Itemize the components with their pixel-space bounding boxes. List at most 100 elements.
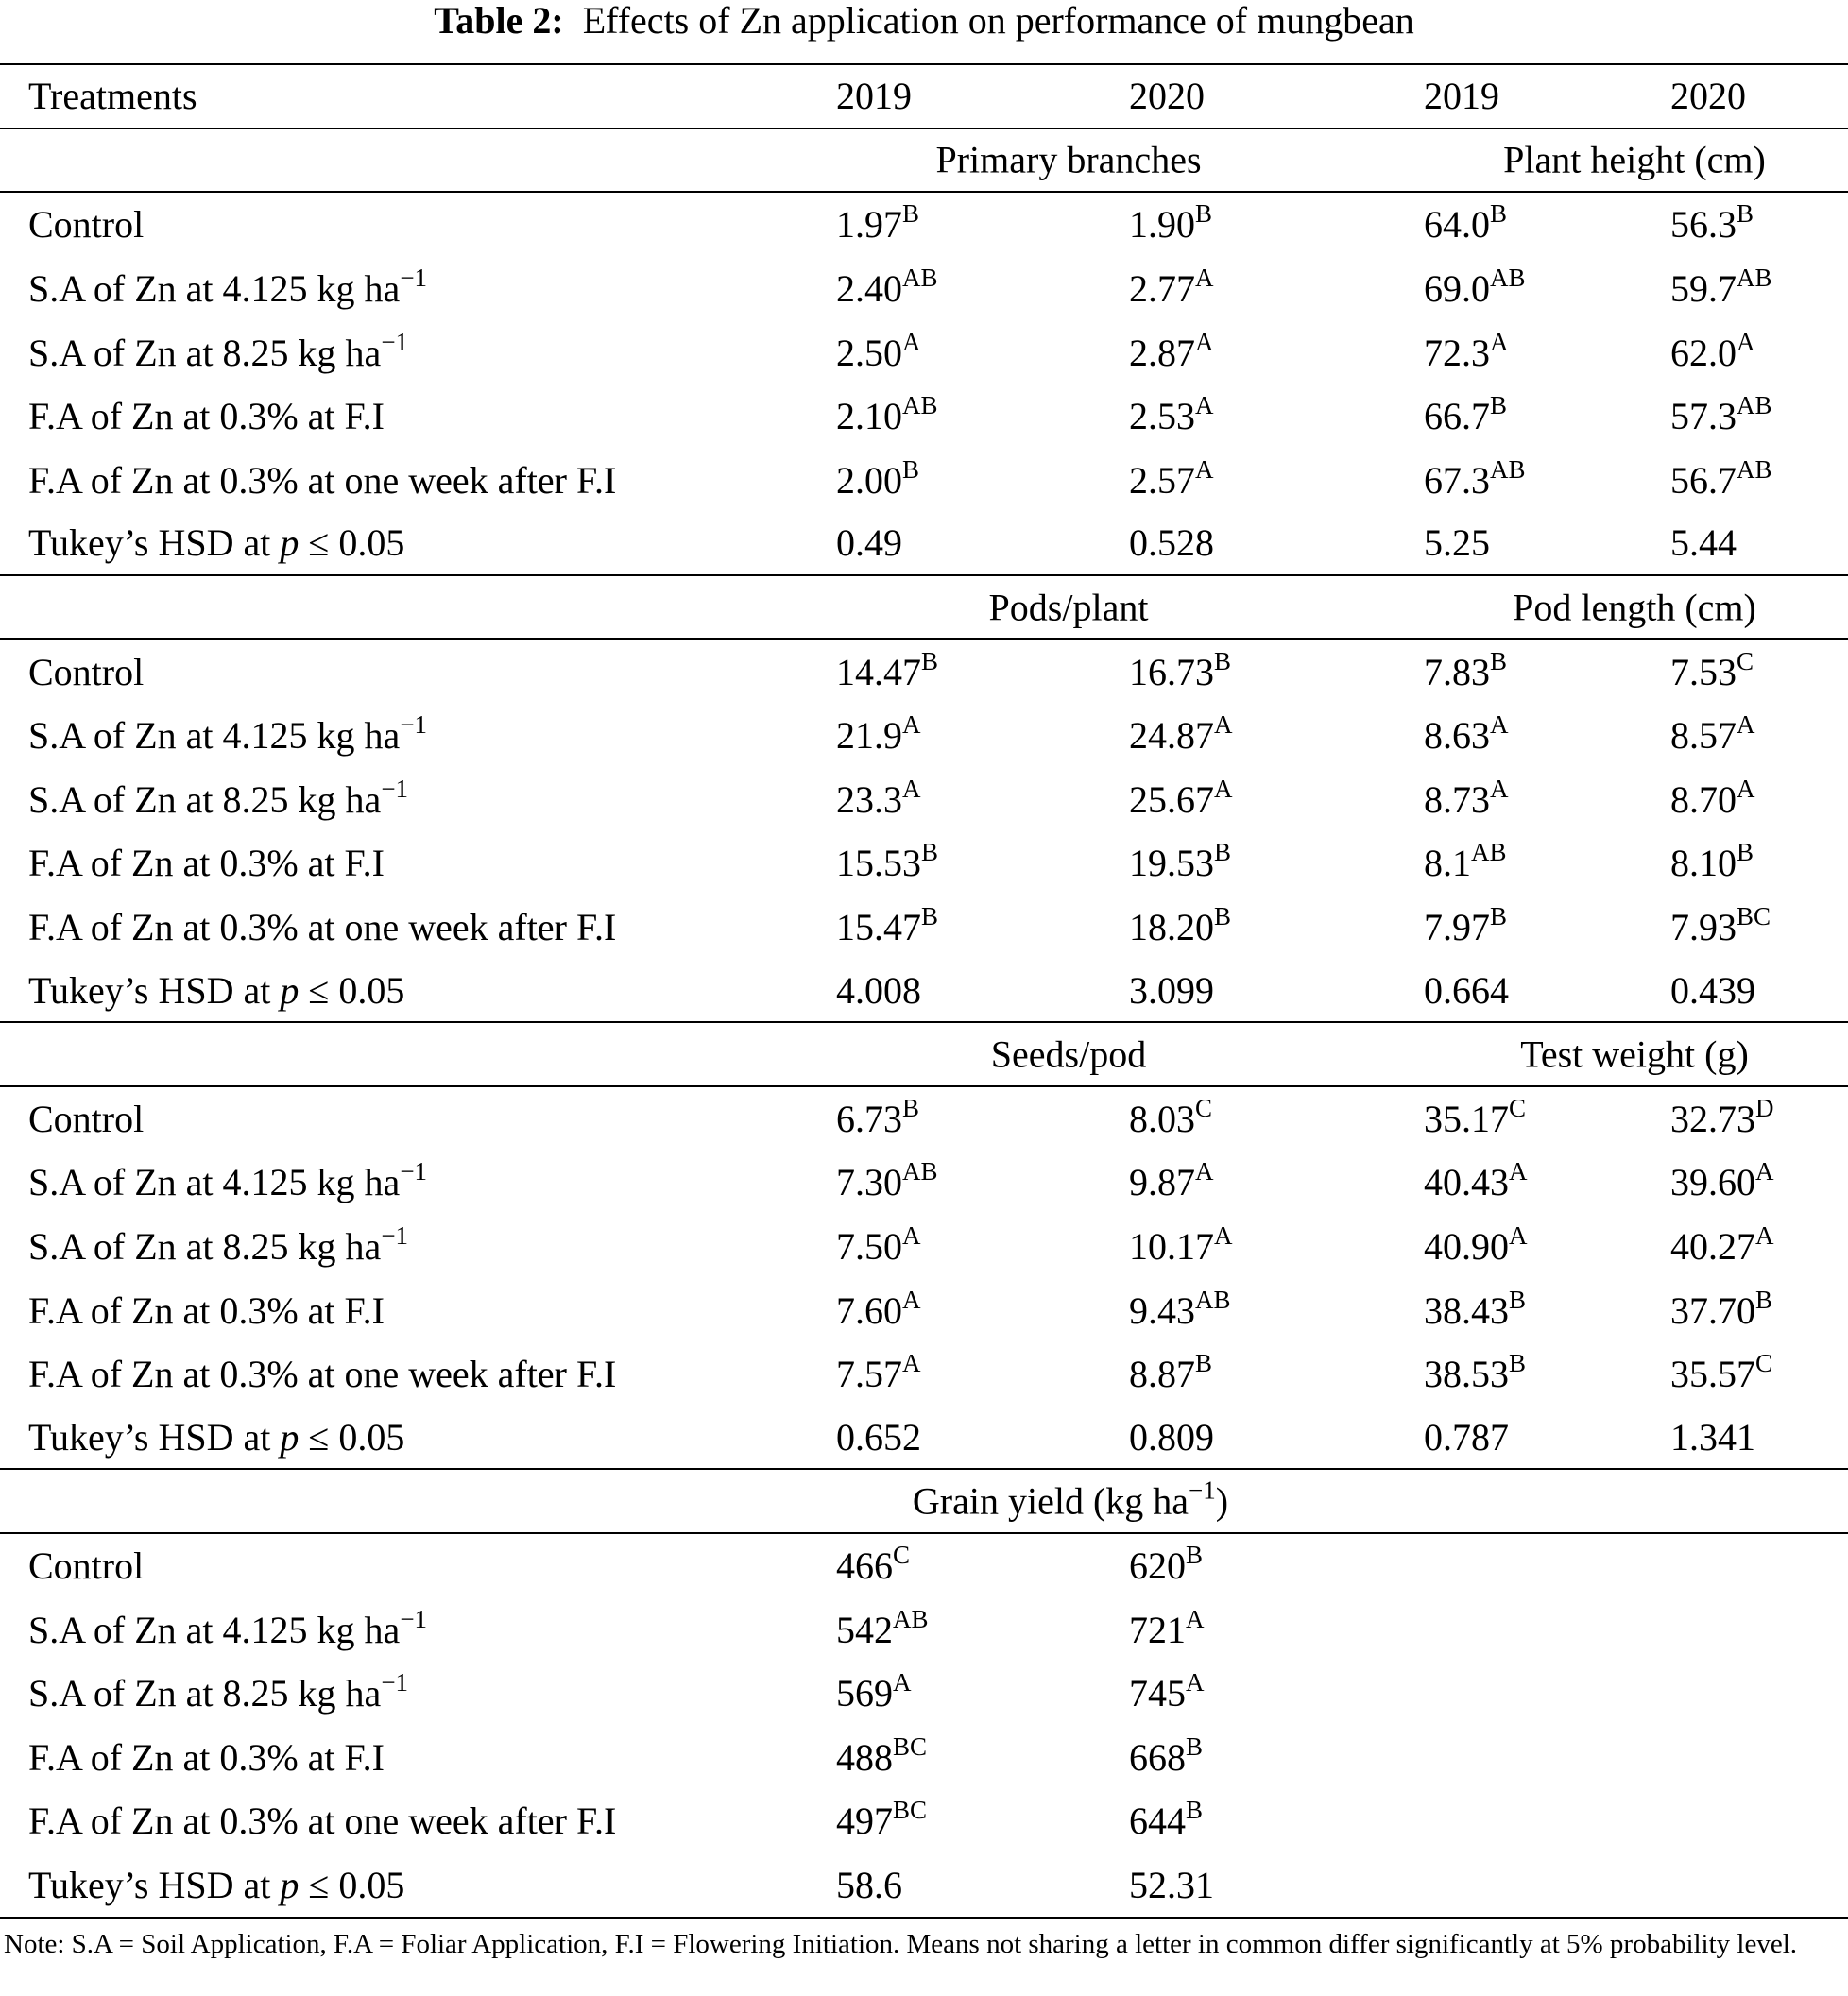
mean-value: 8.87 (1129, 1353, 1195, 1396)
significance-letter: A (1755, 1157, 1774, 1186)
significance-letter: B (1186, 1732, 1204, 1761)
mean-value: 67.3 (1424, 458, 1490, 502)
significance-letter: B (1490, 646, 1508, 675)
value-cell: 5.25 (1424, 520, 1670, 565)
value-cell: 24.87A (1129, 710, 1424, 758)
value-cell: 668B (1129, 1732, 1424, 1780)
unit-exponent: −1 (1189, 1476, 1216, 1505)
value-cell: 40.43A (1424, 1157, 1670, 1204)
table-row: Control 466C 620B (0, 1534, 1848, 1598)
mean-value: 25.67 (1129, 777, 1214, 821)
value-cell: 3.099 (1129, 968, 1424, 1013)
significance-letter: A (1737, 327, 1755, 356)
value-cell: 8.87B (1129, 1349, 1424, 1396)
significance-letter: AB (902, 1157, 938, 1186)
mean-value: 62.0 (1670, 331, 1737, 374)
value-cell: 52.31 (1129, 1863, 1424, 1907)
mean-value: 15.47 (836, 906, 921, 949)
value-cell: 7.93BC (1670, 902, 1848, 949)
table-label: Table 2: (434, 0, 564, 42)
mean-value: 0.528 (1129, 521, 1214, 565)
mean-value: 32.73 (1670, 1097, 1755, 1140)
value-cell: 0.809 (1129, 1415, 1424, 1459)
treatment-text: F.A of Zn at 0.3% at F.I (28, 842, 385, 885)
significance-letter: C (893, 1540, 911, 1569)
section-title-text: Grain yield (kg ha (912, 1479, 1189, 1523)
significance-letter: B (1737, 199, 1754, 229)
mean-value: 7.30 (836, 1161, 902, 1204)
mean-value: 40.90 (1424, 1224, 1509, 1268)
significance-letter: A (1195, 391, 1214, 420)
unit-exponent: −1 (400, 1157, 428, 1186)
mean-value: 569 (836, 1672, 893, 1715)
section-title-left: Grain yield (kg ha−1) (912, 1476, 1228, 1523)
results-table: Treatments 2019 2020 2019 2020 Primary b… (0, 63, 1848, 1919)
value-cell: 1.97B (836, 199, 1129, 247)
value-cell: 39.60A (1670, 1157, 1848, 1204)
value-cell: 0.664 (1424, 968, 1670, 1013)
significance-letter: A (1195, 264, 1214, 293)
significance-letter: A (1214, 1220, 1233, 1250)
significance-letter: A (1490, 327, 1509, 356)
treatment-text: F.A of Zn at 0.3% at one week after F.I (28, 458, 617, 502)
value-cell: 10.17A (1129, 1220, 1424, 1269)
treatment-label: S.A of Zn at 8.25 kg ha−1 (28, 774, 836, 822)
significance-letter: B (1186, 1796, 1204, 1825)
significance-letter: A (1186, 1604, 1205, 1633)
significance-letter: A (1490, 710, 1509, 740)
treatment-text: ≤ 0.05 (299, 521, 405, 565)
unit-exponent: −1 (400, 710, 428, 740)
mean-value: 7.97 (1424, 906, 1490, 949)
mean-value: 10.17 (1129, 1224, 1214, 1268)
treatment-text: ≤ 0.05 (299, 1863, 405, 1906)
value-cell: 8.73A (1424, 775, 1670, 822)
mean-value: 8.57 (1670, 714, 1737, 758)
treatment-label: S.A of Zn at 4.125 kg ha−1 (28, 264, 836, 311)
treatment-text: ≤ 0.05 (299, 1415, 405, 1459)
table-row: S.A of Zn at 8.25 kg ha−1 23.3A 25.67A 8.73… (0, 768, 1848, 832)
mean-value: 15.53 (836, 842, 921, 885)
value-cell: 2.10AB (836, 391, 1129, 438)
significance-letter: B (1195, 1349, 1213, 1378)
value-cell: 5.44 (1670, 520, 1848, 565)
significance-letter: B (921, 646, 939, 675)
value-cell: 7.50A (836, 1221, 1129, 1269)
treatment-label: S.A of Zn at 8.25 kg ha−1 (28, 1221, 836, 1269)
mean-value: 2.40 (836, 267, 902, 311)
value-cell: 16.73B (1129, 647, 1424, 694)
mean-value: 38.43 (1424, 1288, 1509, 1332)
treatment-label: F.A of Zn at 0.3% at F.I (28, 1735, 836, 1780)
header-year: 2019 (1424, 75, 1499, 118)
significance-letter: C (1737, 646, 1754, 675)
significance-letter: A (1509, 1157, 1528, 1186)
value-cell: 2.40AB (836, 264, 1129, 311)
mean-value: 72.3 (1424, 331, 1490, 374)
value-cell: 1.341 (1670, 1415, 1848, 1459)
header-year: 2019 (836, 75, 912, 118)
unit-exponent: −1 (381, 774, 409, 803)
value-cell: 0.652 (836, 1415, 1129, 1459)
value-cell: 8.57A (1670, 710, 1848, 758)
mean-value: 0.787 (1424, 1415, 1509, 1459)
treatment-text: Control (28, 203, 145, 247)
significance-letter: A (902, 774, 921, 803)
mean-value: 5.25 (1424, 521, 1490, 565)
mean-value: 66.7 (1424, 395, 1490, 438)
treatment-text: S.A of Zn at 4.125 kg ha (28, 714, 401, 758)
value-cell: 66.7B (1424, 391, 1670, 438)
mean-value: 2.00 (836, 458, 902, 502)
value-cell: 15.47B (836, 902, 1129, 949)
value-cell: 8.03C (1129, 1094, 1424, 1141)
mean-value: 35.17 (1424, 1097, 1509, 1140)
mean-value: 7.50 (836, 1224, 902, 1268)
treatment-text: S.A of Zn at 4.125 kg ha (28, 1608, 401, 1651)
mean-value: 18.20 (1129, 906, 1214, 949)
significance-letter: C (1755, 1349, 1773, 1378)
treatment-label: Control (28, 650, 836, 694)
significance-letter: B (1214, 838, 1232, 867)
table-row: F.A of Zn at 0.3% at F.I 15.53B 19.53B 8.1A… (0, 831, 1848, 896)
mean-value: 2.50 (836, 331, 902, 374)
value-cell: 466C (836, 1540, 1129, 1588)
treatment-label: S.A of Zn at 4.125 kg ha−1 (28, 1157, 836, 1204)
treatment-text: Tukey’s HSD at (28, 1863, 281, 1906)
